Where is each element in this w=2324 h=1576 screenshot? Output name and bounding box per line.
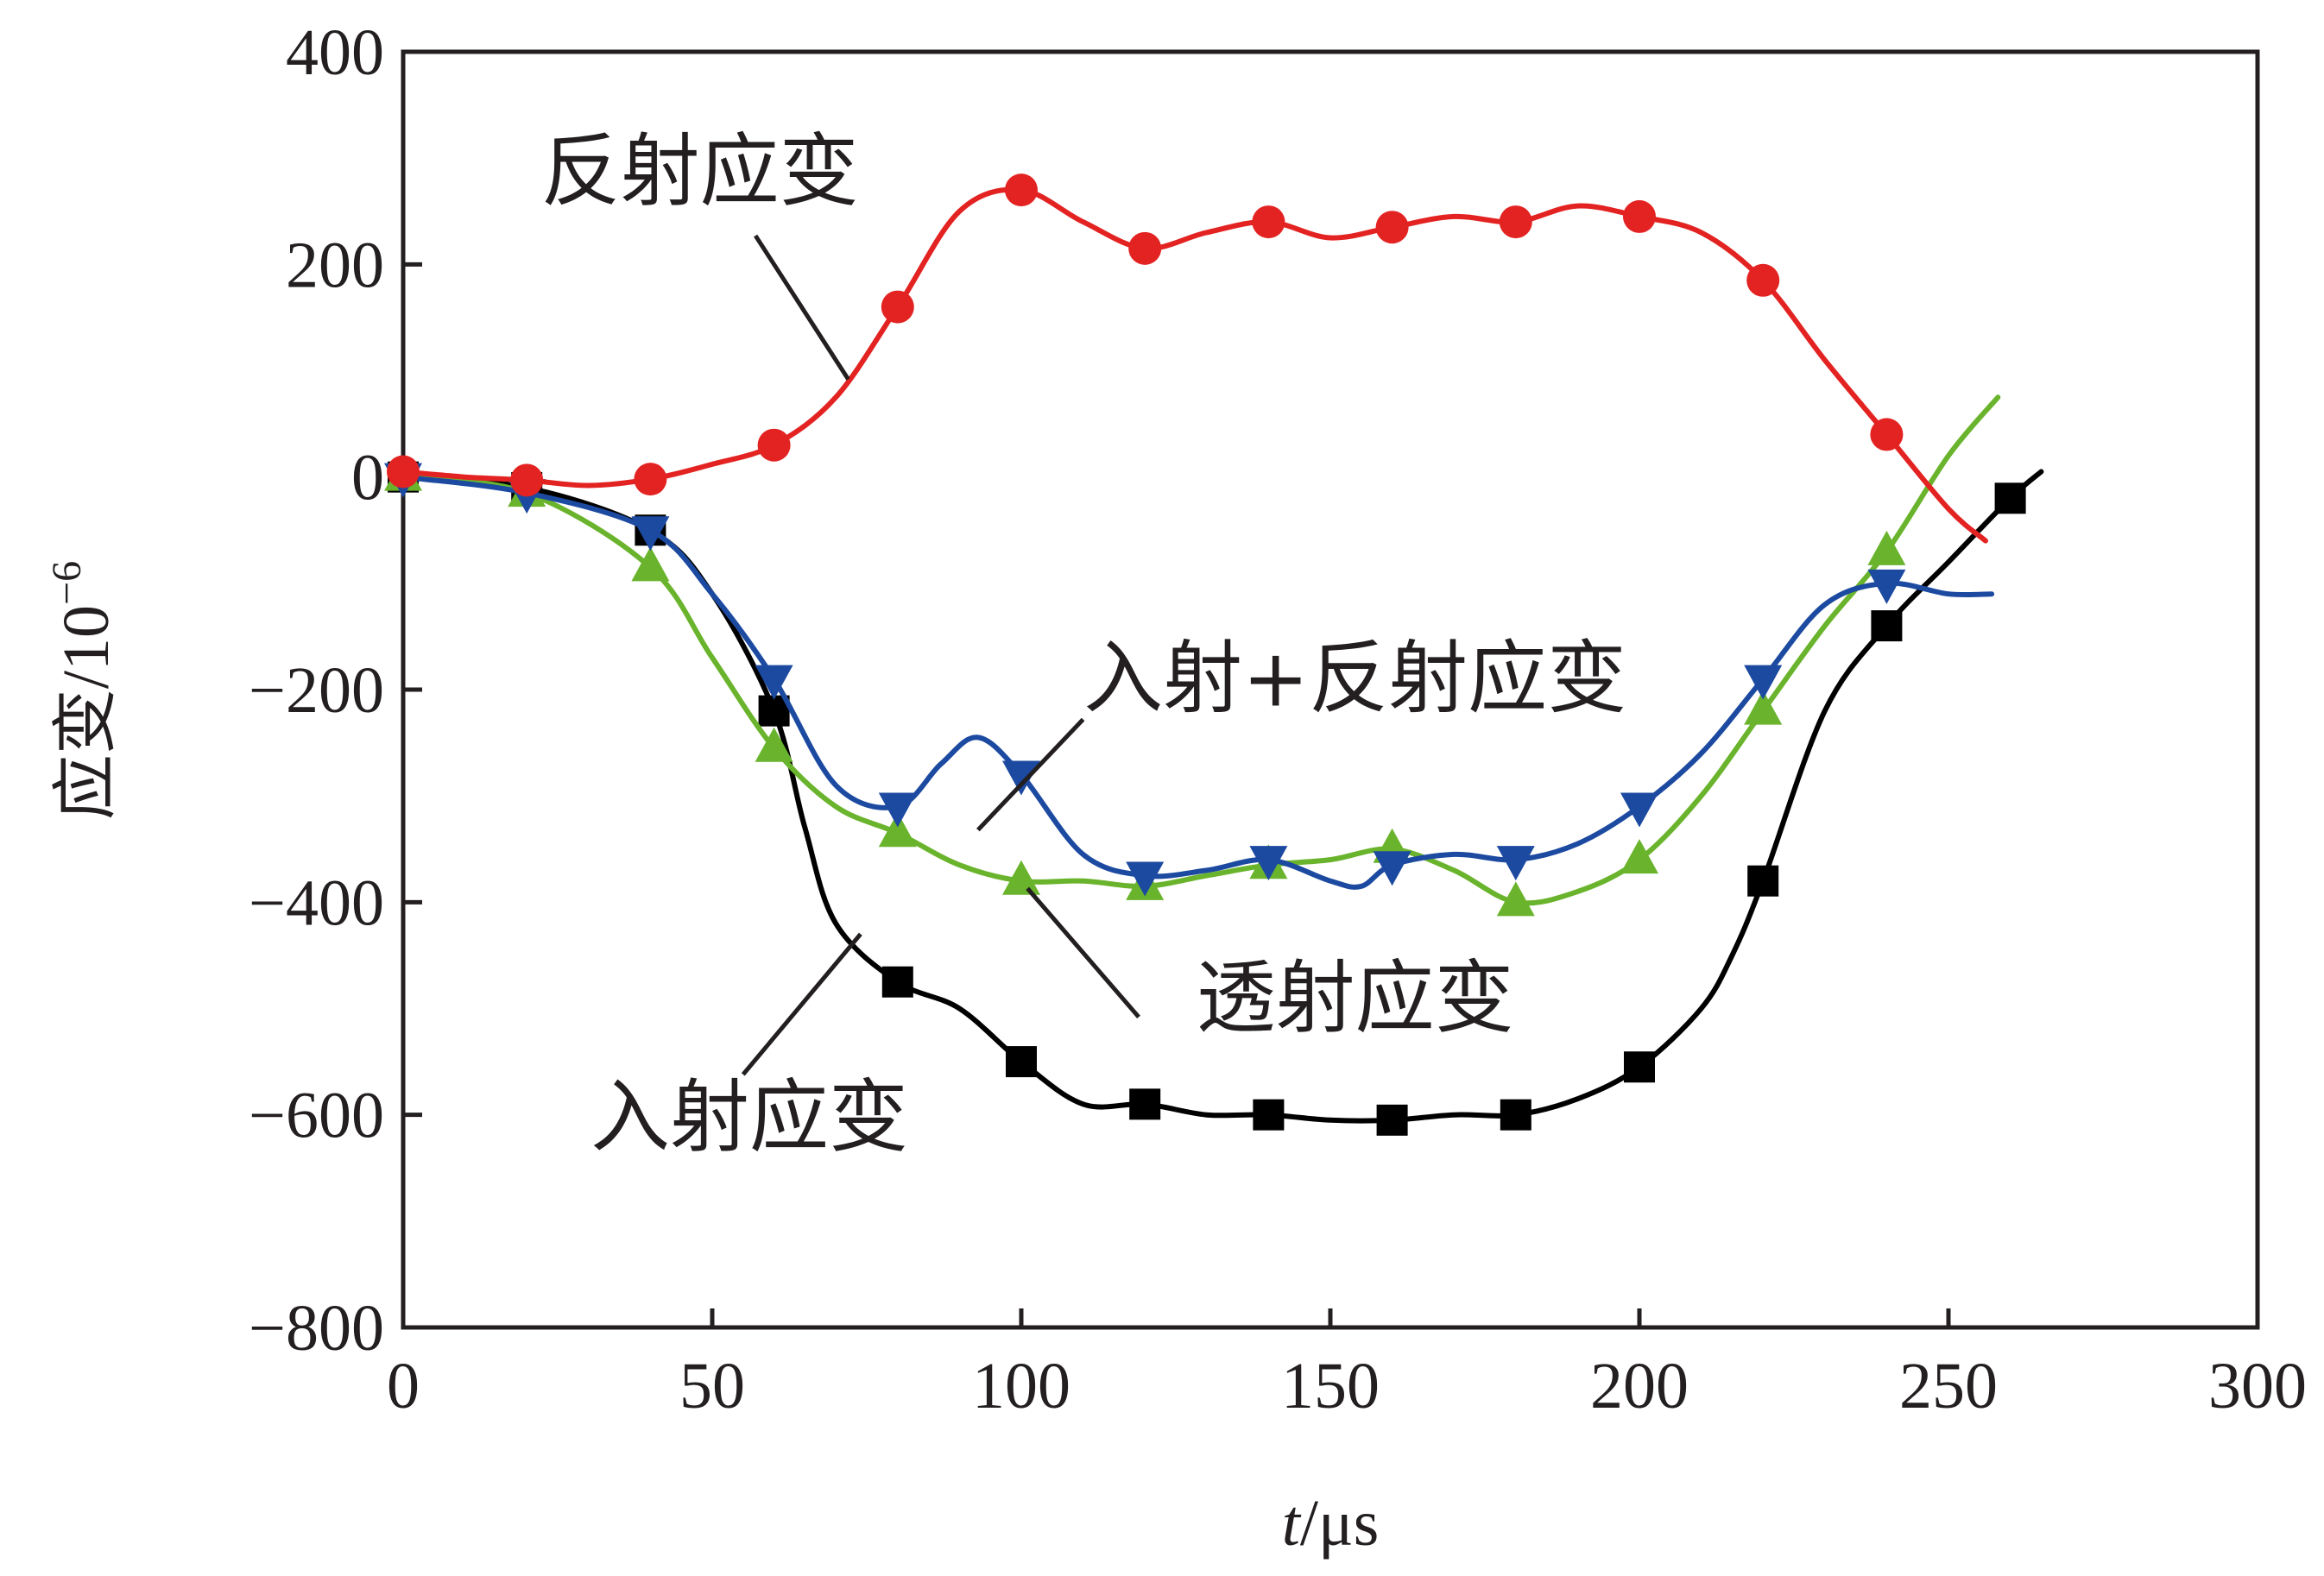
- reflected-strain-marker: [1623, 199, 1656, 233]
- reflected-strain-marker: [757, 428, 791, 462]
- incident-plus-reflected-strain-leader: [976, 717, 1085, 832]
- incident-plus-reflected-strain-marker: [1744, 665, 1783, 700]
- reflected-strain-marker: [881, 290, 914, 324]
- incident-strain-marker: [1006, 1046, 1037, 1078]
- y-tick-label: −400: [249, 867, 384, 939]
- transmitted-strain-marker: [1496, 881, 1535, 917]
- reflected-strain-marker: [1499, 205, 1532, 239]
- incident-strain-marker: [1500, 1099, 1531, 1131]
- y-tick-label: −800: [249, 1292, 384, 1365]
- incident-plus-reflected-strain-marker: [878, 792, 917, 828]
- incident-plus-reflected-strain-marker: [631, 516, 670, 552]
- reflected-strain-marker: [387, 455, 420, 489]
- incident-plus-reflected-strain-marker: [1249, 846, 1288, 881]
- reflected-strain-marker: [1375, 211, 1409, 244]
- incident-strain-marker: [1624, 1051, 1655, 1083]
- incident-plus-reflected-strain-annotation: 入射+反射应变: [1083, 632, 1626, 724]
- incident-plus-reflected-strain-marker: [1373, 851, 1411, 886]
- incident-strain-annotation: 入射应变: [590, 1071, 908, 1163]
- transmitted-strain-marker: [1867, 530, 1906, 565]
- svg-text:应变/10−6: 应变/10−6: [44, 561, 123, 820]
- incident-plus-reflected-strain-marker: [755, 665, 793, 700]
- reflected-strain-leader: [754, 234, 850, 381]
- y-tick-label: 200: [286, 229, 384, 301]
- incident-strain-marker: [1129, 1088, 1161, 1120]
- incident-strain-leader: [741, 932, 862, 1076]
- incident-plus-reflected-strain-marker: [1126, 861, 1165, 897]
- y-tick-label: 0: [351, 442, 384, 514]
- y-axis-title-exponent: −6: [44, 561, 90, 605]
- annotation-leaders: [741, 234, 1140, 1076]
- transmitted-strain-marker: [1002, 860, 1040, 895]
- transmitted-strain-marker: [755, 727, 793, 762]
- incident-strain-marker: [1747, 865, 1779, 897]
- incident-strain-marker: [1376, 1104, 1408, 1136]
- incident-plus-reflected-strain-marker: [1867, 569, 1906, 604]
- incident-plus-reflected-strain-line: [401, 474, 1995, 890]
- reflected-strain-marker: [1870, 418, 1904, 451]
- y-tick-label: −600: [249, 1080, 384, 1152]
- transmitted-strain-marker: [631, 546, 670, 582]
- reflected-strain-series: [387, 173, 1988, 544]
- incident-strain-marker: [1253, 1099, 1285, 1131]
- transmitted-strain-marker: [878, 812, 917, 848]
- y-axis-ticks: 400 200 0 −200 −400 −600 −800: [249, 16, 422, 1365]
- reflected-strain-marker: [1128, 231, 1162, 265]
- reflected-strain-marker: [510, 463, 544, 497]
- reflected-strain-marker: [634, 463, 667, 496]
- incident-strain-marker: [1871, 610, 1903, 642]
- y-axis-title-main: 应变/10: [50, 605, 123, 820]
- reflected-strain-marker: [1252, 205, 1285, 239]
- transmitted-strain-marker: [1620, 839, 1658, 874]
- y-tick-label: 400: [286, 16, 384, 89]
- x-tick-label: 0: [387, 1350, 420, 1422]
- incident-strain-marker: [881, 966, 913, 998]
- x-axis-title: t/μs: [1282, 1487, 1380, 1560]
- reflected-strain-annotation: 反射应变: [541, 125, 859, 217]
- reflected-strain-marker: [1746, 263, 1780, 297]
- y-axis-title: 应变/10−6: [44, 561, 123, 820]
- x-tick-label: 150: [1281, 1350, 1380, 1422]
- transmitted-strain-annotation: 透射应变: [1197, 952, 1514, 1044]
- x-tick-label: 100: [972, 1350, 1070, 1422]
- x-axis-ticks: 0 50 100 150 200 250 300: [387, 1308, 2307, 1422]
- incident-plus-reflected-strain-marker: [1620, 792, 1658, 828]
- x-tick-label: 50: [679, 1350, 745, 1422]
- reflected-strain-marker: [1005, 173, 1038, 207]
- incident-plus-reflected-strain-marker: [1002, 760, 1040, 796]
- transmitted-strain-marker: [1744, 690, 1783, 725]
- transmitted-strain-leader: [1026, 886, 1140, 1018]
- x-tick-label: 300: [2208, 1350, 2307, 1422]
- x-tick-label: 250: [1899, 1350, 1998, 1422]
- x-tick-label: 200: [1590, 1350, 1689, 1422]
- incident-plus-reflected-strain-marker: [1496, 846, 1535, 881]
- y-tick-label: −200: [249, 654, 384, 727]
- incident-strain-marker: [1994, 482, 2026, 514]
- series-layer: [384, 173, 2044, 1136]
